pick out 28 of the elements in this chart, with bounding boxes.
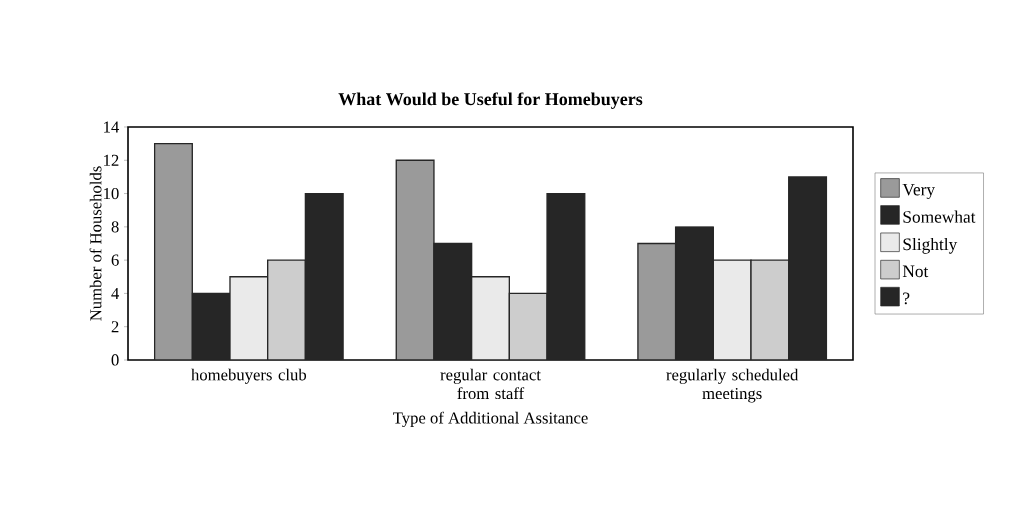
bar	[509, 293, 548, 360]
y-tick-label: 12	[104, 154, 119, 166]
y-axis-title: Number of Households	[89, 166, 102, 321]
y-tick-label: 8	[111, 221, 119, 233]
y-tick-label: 10	[104, 187, 119, 200]
legend-label: Not	[902, 265, 929, 278]
bar	[153, 142, 193, 360]
y-tick-label: 0	[111, 354, 119, 366]
bar	[396, 160, 434, 360]
bar	[637, 242, 677, 360]
y-tick-label: 2	[111, 321, 119, 333]
bar	[712, 259, 752, 360]
bar	[471, 276, 510, 360]
bar	[750, 259, 790, 360]
bar	[229, 276, 269, 360]
legend-label: ?	[903, 292, 910, 305]
bar	[267, 259, 307, 360]
x-tick-label: regular contact from staff	[440, 368, 541, 400]
legend-label: Slightly	[903, 237, 958, 254]
y-tick-label: 14	[104, 121, 120, 133]
x-tick-label: homebuyers club	[191, 368, 307, 384]
x-tick-label: regularly scheduled meetings	[666, 368, 799, 403]
legend-label: Very	[902, 183, 936, 200]
y-tick-label: 4	[111, 287, 120, 299]
legend-label: Somewhat	[903, 210, 976, 223]
y-tick-label: 6	[111, 254, 119, 266]
chart-title: What Would be Useful for Homebuyers	[338, 92, 643, 109]
x-axis-title: Type of Additional Assitance	[393, 411, 588, 428]
